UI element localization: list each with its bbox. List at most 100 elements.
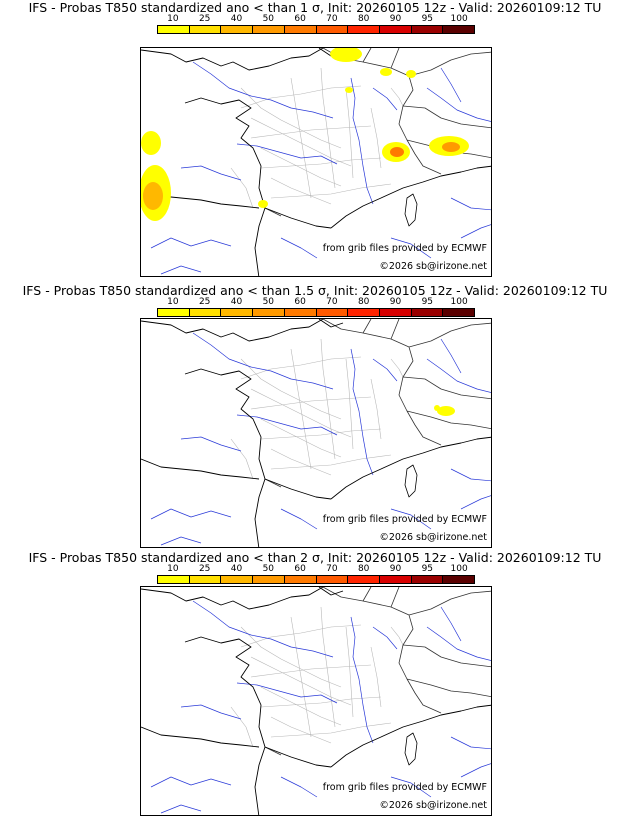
scale-bar — [157, 575, 475, 584]
scale-tick-label: 95 — [421, 564, 434, 574]
basemap — [141, 587, 491, 815]
river — [390, 508, 432, 530]
scale-tick-label: 25 — [198, 297, 211, 307]
scale-color-cell — [443, 309, 475, 316]
corsica-coastline — [404, 464, 418, 498]
admin-boundary — [240, 624, 362, 648]
scale-color-cell — [189, 576, 222, 583]
credit-source: from grib files provided by ECMWF — [322, 243, 487, 254]
scale-tick-label: 50 — [262, 564, 275, 574]
scale-color-cell — [189, 309, 222, 316]
scale-tick-label: 25 — [198, 564, 211, 574]
admin-boundary — [390, 87, 404, 107]
admin-boundary — [250, 664, 372, 678]
river — [280, 237, 318, 259]
admin-boundary — [240, 358, 342, 420]
color-scale: 10 25 40 50 60 70 80 90 95 100 — [157, 14, 475, 40]
scale-tick-label: 95 — [421, 297, 434, 307]
scale-color-cell — [411, 309, 444, 316]
scale-tick-label: 60 — [294, 297, 306, 307]
river — [372, 358, 398, 382]
prob-area-alsace — [406, 70, 416, 78]
scale-tick-label: 40 — [230, 14, 243, 24]
map-frame: from grib files provided by ECMWF ©2026 … — [140, 47, 492, 277]
scale-color-cell — [158, 26, 190, 33]
river — [460, 495, 491, 510]
prob-area-alps-east — [437, 406, 455, 416]
color-scale: 10 25 40 50 60 70 80 90 95 100 — [157, 564, 475, 590]
admin-boundary — [270, 716, 332, 744]
scale-bar — [157, 25, 475, 34]
admin-boundary — [240, 626, 342, 688]
scale-color-cell — [316, 576, 349, 583]
scale-tick-label: 50 — [262, 14, 275, 24]
admin-boundary — [260, 147, 342, 187]
admin-boundary — [320, 67, 336, 189]
river — [280, 508, 318, 530]
river — [426, 358, 491, 393]
river — [150, 508, 232, 520]
river — [192, 332, 334, 390]
corsica-coastline — [404, 193, 418, 227]
country-border — [264, 587, 491, 756]
scale-tick-label: 80 — [357, 14, 370, 24]
admin-boundary — [270, 454, 392, 470]
admin-boundary — [260, 686, 342, 726]
scale-color-cell — [316, 26, 349, 33]
scale-tick-label: 50 — [262, 297, 275, 307]
admin-boundary — [390, 626, 404, 646]
scale-color-cell — [158, 309, 190, 316]
admin-boundary — [390, 358, 404, 378]
admin-boundary — [320, 606, 336, 728]
prob-area-alps-east-core — [442, 142, 460, 152]
river — [460, 224, 491, 239]
scale-tick-label: 100 — [450, 297, 468, 307]
scale-color-cell — [411, 26, 444, 33]
scale-tick-label: 70 — [326, 297, 338, 307]
river — [372, 626, 398, 650]
river — [180, 165, 242, 181]
scale-tick-label: 10 — [167, 14, 179, 24]
river — [160, 804, 202, 814]
river — [236, 682, 338, 704]
admin-boundary — [250, 656, 352, 706]
river — [350, 616, 374, 744]
scale-color-cell — [348, 26, 380, 33]
prob-area-biscay-core — [143, 182, 163, 210]
admin-boundary — [290, 616, 312, 738]
river — [192, 600, 334, 658]
river — [450, 197, 491, 211]
river — [150, 776, 232, 788]
river — [440, 67, 462, 103]
scale-color-cell — [284, 576, 317, 583]
admin-boundary — [260, 157, 382, 169]
admin-boundary — [230, 438, 254, 480]
panel-title: IFS - Probas T850 standardized ano < tha… — [28, 0, 602, 15]
river — [160, 536, 202, 546]
scale-tick-label: 95 — [421, 14, 434, 24]
map-frame: from grib files provided by ECMWF ©2026 … — [140, 586, 492, 816]
prob-area-bretagne-west — [141, 131, 161, 155]
admin-boundary — [290, 77, 312, 199]
admin-boundary — [345, 626, 354, 718]
river — [180, 436, 242, 452]
scale-tick-label: 80 — [357, 564, 370, 574]
river — [280, 776, 318, 798]
river — [236, 143, 338, 165]
river — [426, 87, 491, 122]
admin-boundary — [270, 448, 332, 476]
river — [372, 87, 398, 111]
probability-overlay — [434, 405, 455, 416]
river — [460, 763, 491, 778]
scale-tick-label: 10 — [167, 297, 179, 307]
scale-tick-label: 100 — [450, 14, 468, 24]
probability-overlay — [141, 48, 469, 221]
admin-boundary — [250, 117, 352, 167]
credit-source: from grib files provided by ECMWF — [322, 782, 487, 793]
scale-color-cell — [189, 26, 222, 33]
prob-area-channel — [330, 48, 362, 62]
credit-copyright: ©2026 sb@irizone.net — [379, 261, 487, 272]
scale-color-cell — [348, 576, 380, 583]
credit-copyright: ©2026 sb@irizone.net — [379, 800, 487, 811]
scale-color-cell — [253, 576, 285, 583]
